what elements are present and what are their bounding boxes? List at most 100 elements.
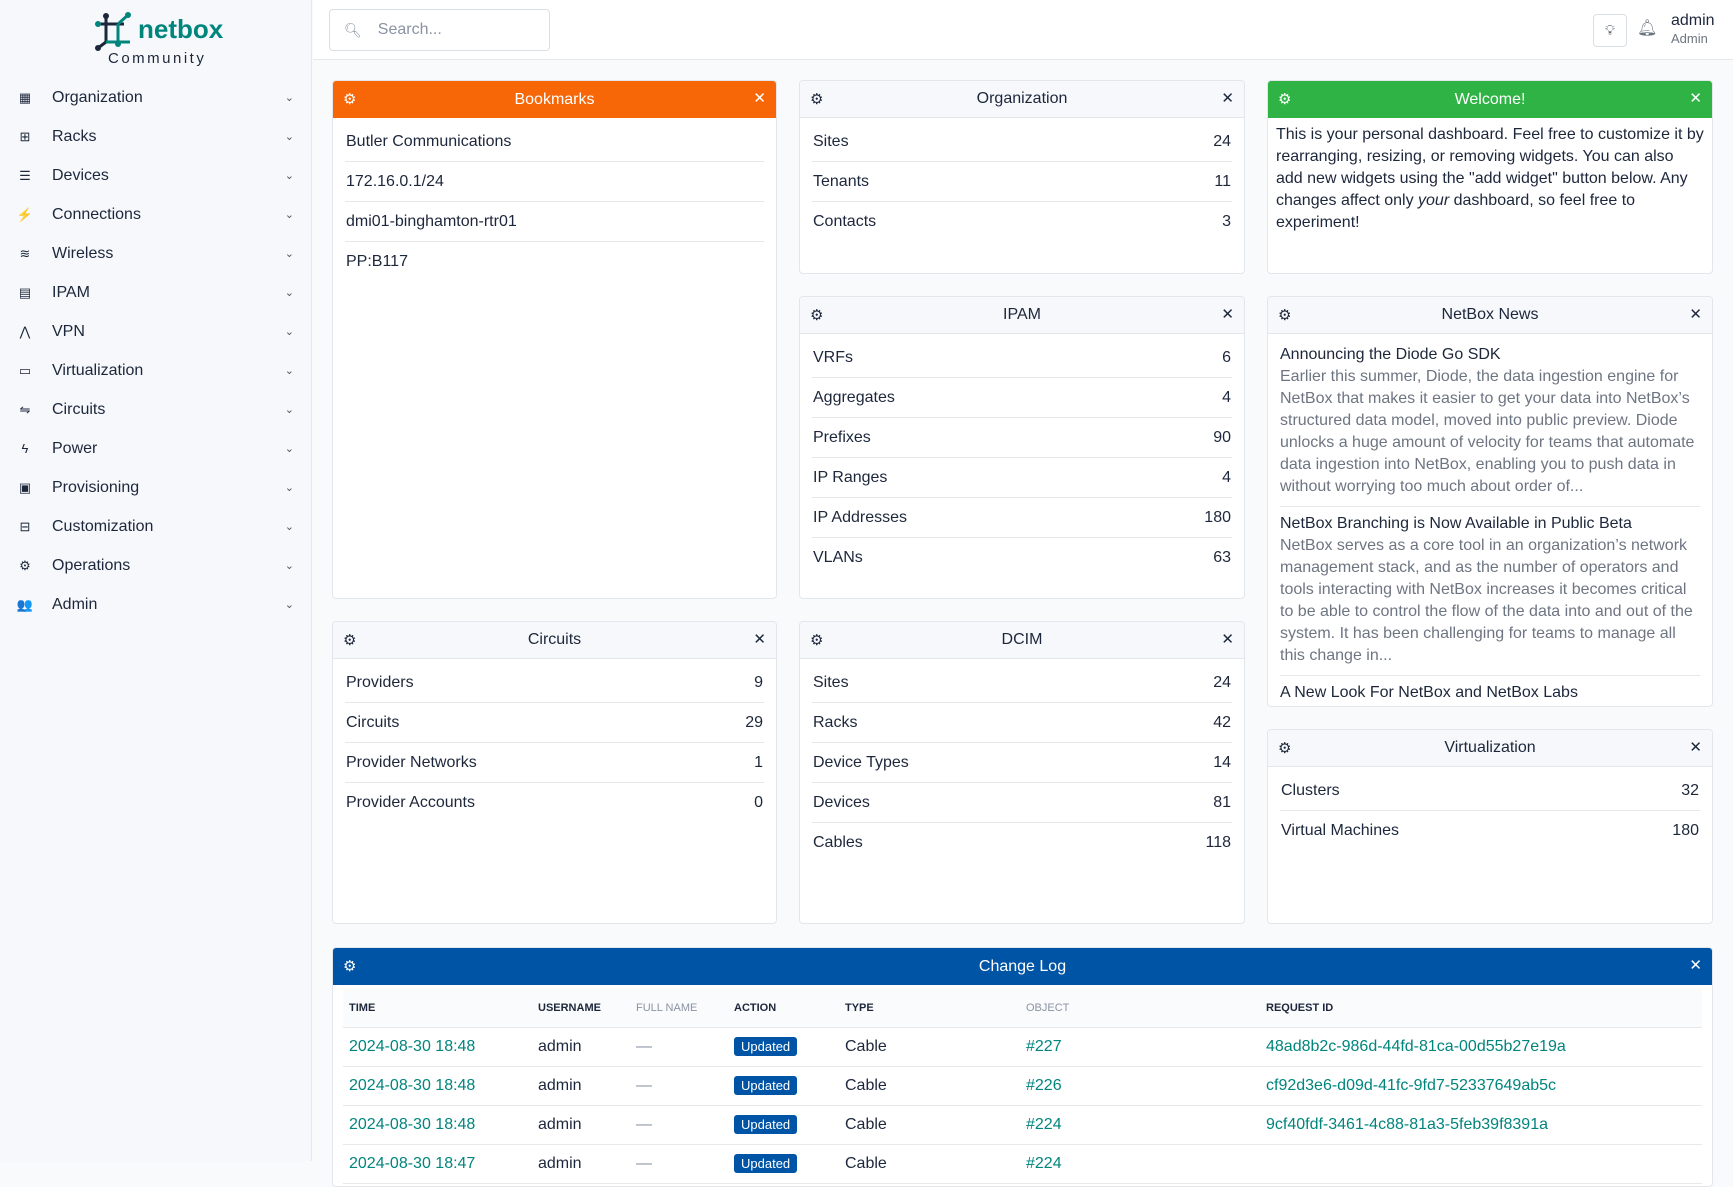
stat-row[interactable]: Sites 24 bbox=[812, 663, 1232, 703]
stat-row[interactable]: Prefixes 90 bbox=[812, 418, 1232, 458]
sidebar-item-ipam[interactable]: ▤ IPAM ⌄ bbox=[0, 273, 312, 312]
object-link[interactable]: #224 bbox=[1020, 1105, 1260, 1145]
request-id-link[interactable]: 48ad8b2c-986d-44fd-81ca-00d55b27e19a bbox=[1260, 1027, 1702, 1067]
welcome-text-emphasis: your bbox=[1418, 192, 1450, 209]
sidebar-item-label: VPN bbox=[52, 322, 85, 340]
sidebar-item-provisioning[interactable]: ▣ Provisioning ⌄ bbox=[0, 468, 312, 507]
stat-row[interactable]: Contacts 3 bbox=[812, 202, 1232, 242]
column-header[interactable]: REQUEST ID bbox=[1260, 989, 1702, 1028]
close-icon[interactable]: ✕ bbox=[1221, 631, 1234, 648]
time-link[interactable]: 2024-08-30 18:47 bbox=[343, 1144, 532, 1184]
stat-count: 14 bbox=[1213, 753, 1231, 771]
rack-icon: ⊞ bbox=[19, 128, 31, 144]
gear-icon[interactable]: ⚙ bbox=[343, 958, 357, 975]
welcome-text-part: dashboard, so feel free to experiment! bbox=[1276, 192, 1636, 231]
news-item[interactable]: NetBox Branching is Now Available in Pub… bbox=[1280, 507, 1700, 676]
close-icon[interactable]: ✕ bbox=[1689, 957, 1702, 974]
sidebar-item-vpn[interactable]: ⋀ VPN ⌄ bbox=[0, 312, 312, 351]
column-header[interactable]: USERNAME bbox=[532, 989, 630, 1028]
sidebar-item-label: Devices bbox=[52, 166, 109, 184]
stat-row[interactable]: Racks 42 bbox=[812, 703, 1232, 743]
gear-icon[interactable]: ⚙ bbox=[1278, 307, 1292, 324]
time-link[interactable]: 2024-08-30 18:48 bbox=[343, 1105, 532, 1145]
stat-row[interactable]: Devices 81 bbox=[812, 783, 1232, 823]
gear-icon[interactable]: ⚙ bbox=[810, 307, 824, 324]
stat-row[interactable]: IP Ranges 4 bbox=[812, 458, 1232, 498]
bookmark-link[interactable]: dmi01-binghamton-rtr01 bbox=[345, 202, 764, 242]
stat-count: 180 bbox=[1204, 508, 1231, 526]
stat-row[interactable]: Clusters 32 bbox=[1280, 771, 1700, 811]
stat-row[interactable]: Cables 118 bbox=[812, 823, 1232, 863]
stat-row[interactable]: Provider Networks 1 bbox=[345, 743, 764, 783]
action-badge: Updated bbox=[734, 1153, 798, 1173]
time-link[interactable]: 2024-08-30 18:48 bbox=[343, 1027, 532, 1067]
stat-row[interactable]: Sites 24 bbox=[812, 122, 1232, 162]
sidebar-item-circuits[interactable]: ⇋ Circuits ⌄ bbox=[0, 390, 312, 429]
sidebar-item-wireless[interactable]: ≋ Wireless ⌄ bbox=[0, 234, 312, 273]
time-link[interactable]: 2024-08-30 18:48 bbox=[343, 1066, 532, 1106]
stat-row[interactable]: Tenants 11 bbox=[812, 162, 1232, 202]
stat-row[interactable]: Virtual Machines 180 bbox=[1280, 811, 1700, 851]
stat-row[interactable]: Provider Accounts 0 bbox=[345, 783, 764, 823]
gear-icon[interactable]: ⚙ bbox=[1278, 91, 1292, 108]
object-link[interactable]: #224 bbox=[1020, 1144, 1260, 1184]
request-id-link[interactable]: cf92d3e6-d09d-41fc-9fd7-52337649ab5c bbox=[1260, 1066, 1702, 1106]
user-menu[interactable]: admin Admin bbox=[1671, 12, 1715, 48]
stat-label: VRFs bbox=[813, 348, 853, 366]
close-icon[interactable]: ✕ bbox=[753, 631, 766, 648]
sidebar-item-label: Virtualization bbox=[52, 361, 144, 379]
gear-icon[interactable]: ⚙ bbox=[810, 91, 824, 108]
gear-icon[interactable]: ⚙ bbox=[1278, 740, 1292, 757]
close-icon[interactable]: ✕ bbox=[753, 90, 766, 107]
object-link[interactable]: #226 bbox=[1020, 1066, 1260, 1106]
column-header[interactable]: TIME bbox=[343, 989, 532, 1028]
action-cell: Updated bbox=[728, 1105, 839, 1145]
request-id-link[interactable]: 9cf40fdf-3461-4c88-81a3-5feb39f8391a bbox=[1260, 1105, 1702, 1145]
theme-toggle-button[interactable]: 💡︎ bbox=[1593, 14, 1627, 47]
close-icon[interactable]: ✕ bbox=[1221, 306, 1234, 323]
bookmark-link[interactable]: 172.16.0.1/24 bbox=[345, 162, 764, 202]
stat-row[interactable]: Aggregates 4 bbox=[812, 378, 1232, 418]
close-icon[interactable]: ✕ bbox=[1689, 90, 1702, 107]
stat-row[interactable]: Providers 9 bbox=[345, 663, 764, 703]
request-id-link[interactable] bbox=[1260, 1144, 1702, 1184]
search-input[interactable]: 🔍︎ Search... bbox=[329, 9, 550, 51]
bookmark-link[interactable]: Butler Communications bbox=[345, 122, 764, 162]
sidebar-item-power[interactable]: ϟ Power ⌄ bbox=[0, 429, 312, 468]
sidebar-item-organization[interactable]: ▦ Organization ⌄ bbox=[0, 78, 312, 117]
sidebar-item-connections[interactable]: ⚡ Connections ⌄ bbox=[0, 195, 312, 234]
stat-count: 24 bbox=[1213, 673, 1231, 691]
news-title[interactable]: Announcing the Diode Go SDK bbox=[1280, 346, 1501, 363]
stat-count: 9 bbox=[754, 673, 763, 691]
news-title[interactable]: A New Look For NetBox and NetBox Labs bbox=[1280, 684, 1578, 701]
close-icon[interactable]: ✕ bbox=[1221, 90, 1234, 107]
close-icon[interactable]: ✕ bbox=[1689, 306, 1702, 323]
bookmark-link[interactable]: PP:B117 bbox=[345, 242, 764, 282]
object-link[interactable]: #227 bbox=[1020, 1027, 1260, 1067]
news-title[interactable]: NetBox Branching is Now Available in Pub… bbox=[1280, 515, 1632, 532]
sidebar-item-racks[interactable]: ⊞ Racks ⌄ bbox=[0, 117, 312, 156]
news-item[interactable]: Announcing the Diode Go SDK Earlier this … bbox=[1280, 338, 1700, 507]
sidebar-item-virtualization[interactable]: ▭ Virtualization ⌄ bbox=[0, 351, 312, 390]
stat-row[interactable]: VRFs 6 bbox=[812, 338, 1232, 378]
column-header[interactable]: TYPE bbox=[839, 989, 1020, 1028]
news-item[interactable]: A New Look For NetBox and NetBox Labs bbox=[1280, 676, 1700, 706]
sidebar-item-customization[interactable]: ⊟ Customization ⌄ bbox=[0, 507, 312, 546]
notifications-bell-icon[interactable]: 🔔︎ bbox=[1637, 20, 1658, 37]
news-description: Earlier this summer, Diode, the data ing… bbox=[1280, 368, 1695, 495]
sidebar-item-operations[interactable]: ⚙ Operations ⌄ bbox=[0, 546, 312, 585]
stat-label: Clusters bbox=[1281, 781, 1340, 799]
stat-row[interactable]: Circuits 29 bbox=[345, 703, 764, 743]
stat-row[interactable]: IP Addresses 180 bbox=[812, 498, 1232, 538]
netbox-logo[interactable]: netbox Community bbox=[94, 12, 224, 68]
sidebar-item-admin[interactable]: 👥 Admin ⌄ bbox=[0, 585, 312, 624]
column-header[interactable]: ACTION bbox=[728, 989, 839, 1028]
gear-icon[interactable]: ⚙ bbox=[343, 632, 357, 649]
sidebar-item-devices[interactable]: ☰ Devices ⌄ bbox=[0, 156, 312, 195]
action-badge: Updated bbox=[734, 1114, 798, 1134]
stat-row[interactable]: Device Types 14 bbox=[812, 743, 1232, 783]
gear-icon[interactable]: ⚙ bbox=[343, 91, 357, 108]
stat-row[interactable]: VLANs 63 bbox=[812, 538, 1232, 578]
close-icon[interactable]: ✕ bbox=[1689, 739, 1702, 756]
gear-icon[interactable]: ⚙ bbox=[810, 632, 824, 649]
